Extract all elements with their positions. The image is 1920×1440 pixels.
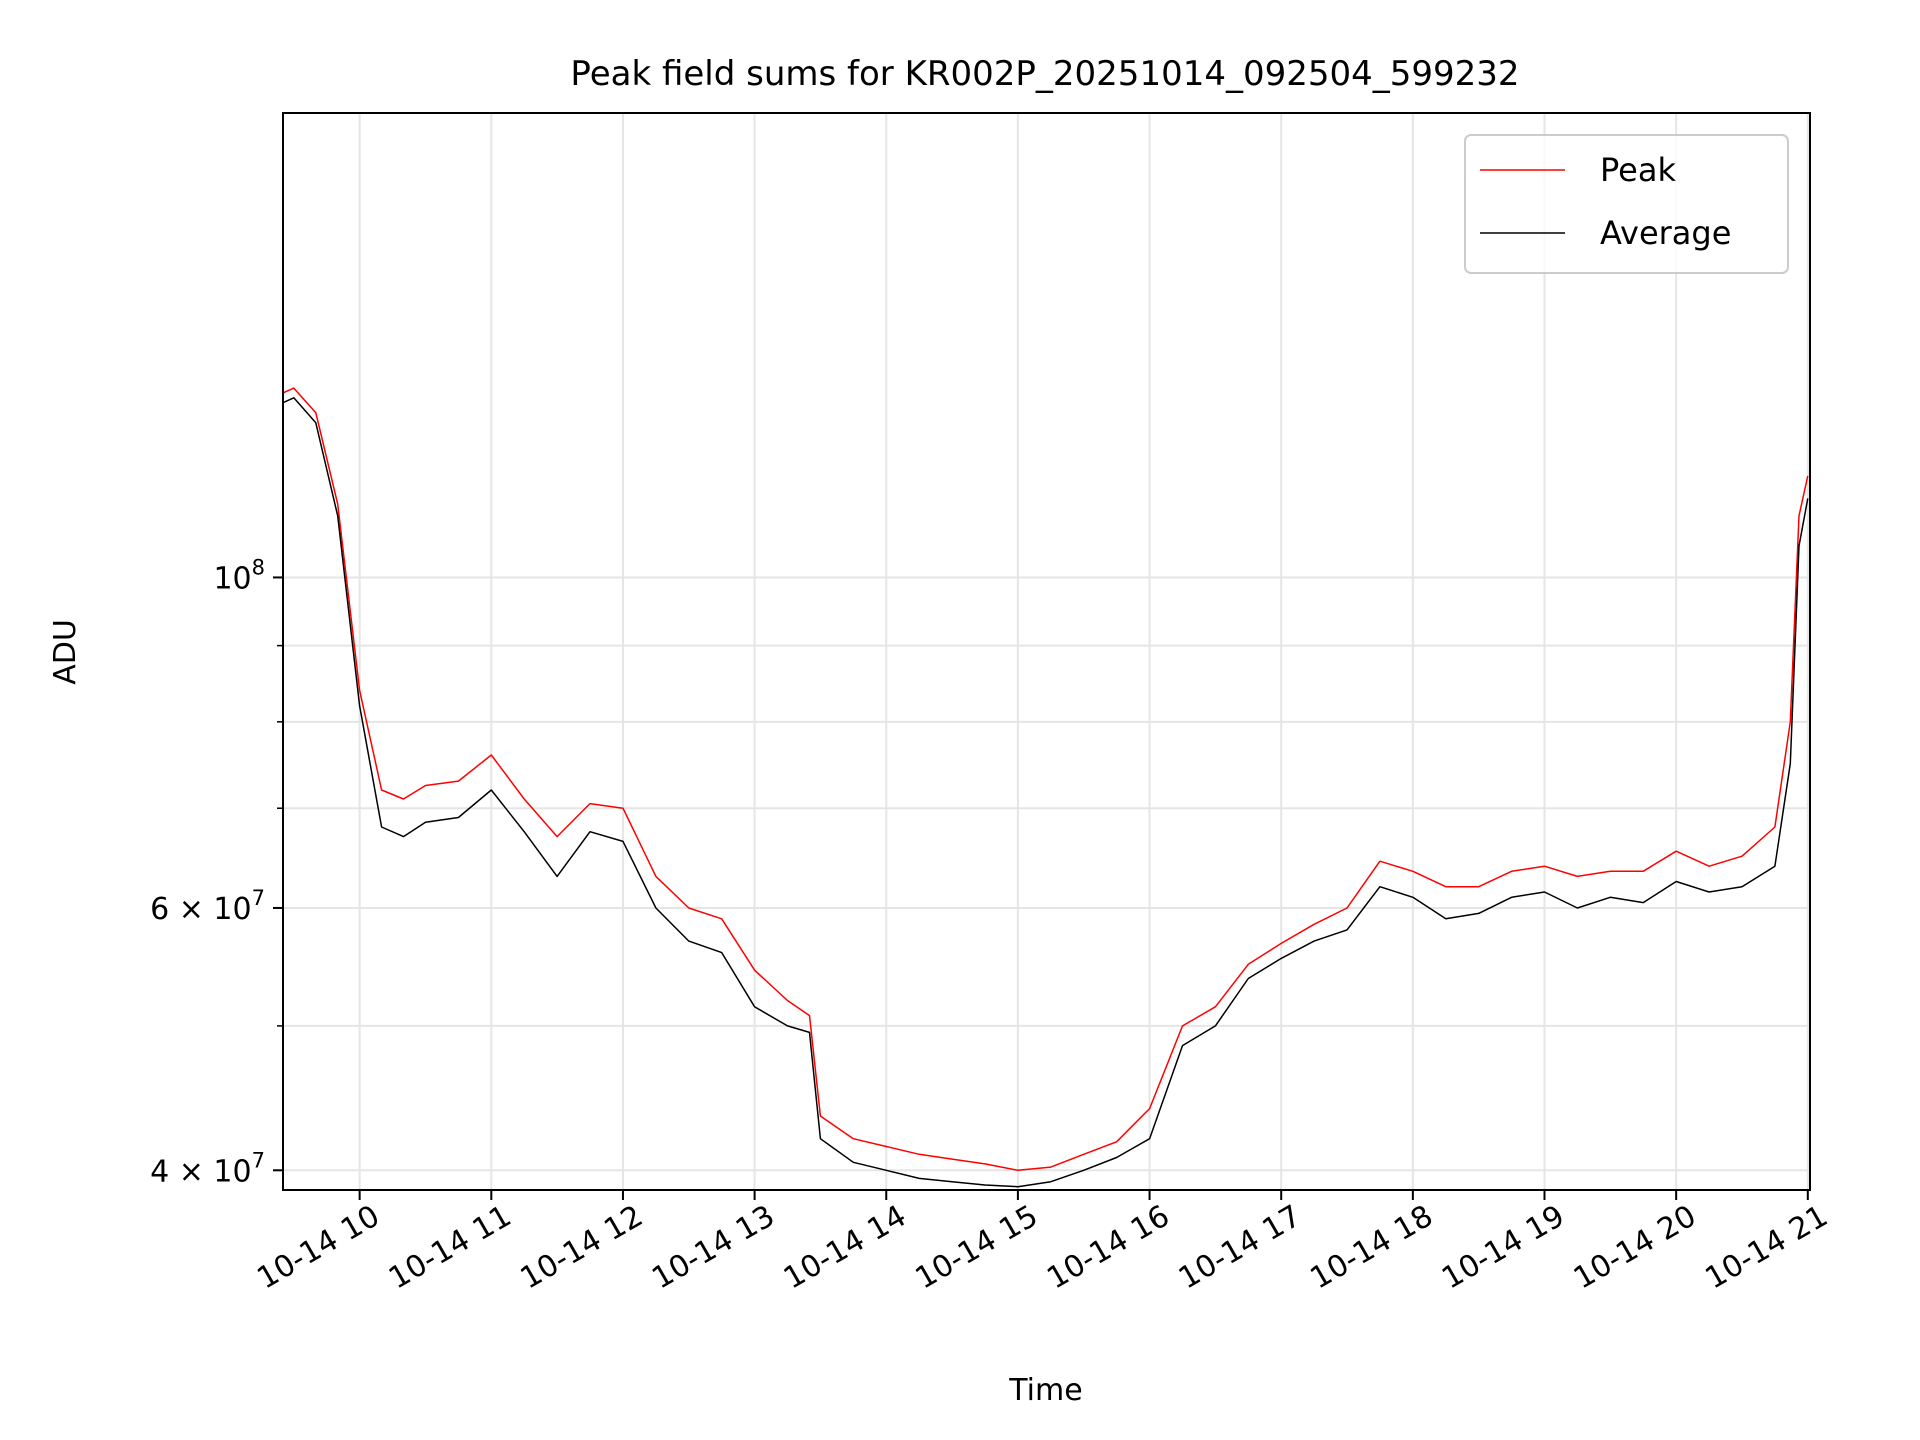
- legend-label-average: Average: [1600, 214, 1731, 252]
- legend-label-peak: Peak: [1600, 151, 1676, 189]
- series-line-peak: [283, 387, 1809, 1172]
- y-tick-label: 6 × 107: [150, 886, 265, 927]
- y-axis: 108 6 × 107 4 × 107: [150, 555, 283, 1189]
- series-line-average: [283, 397, 1809, 1188]
- plot-frame: [282, 112, 1811, 1191]
- series-group: [283, 387, 1809, 1188]
- y-tick-label: 4 × 107: [150, 1148, 265, 1189]
- legend: Peak Average: [1464, 134, 1789, 274]
- y-axis-label: ADU: [48, 619, 83, 685]
- chart-title: Peak field sums for KR002P_20251014_0925…: [570, 54, 1519, 94]
- x-axis-label: Time: [1008, 1373, 1082, 1408]
- grid: [283, 113, 1810, 1190]
- y-tick-label: 108: [213, 555, 265, 596]
